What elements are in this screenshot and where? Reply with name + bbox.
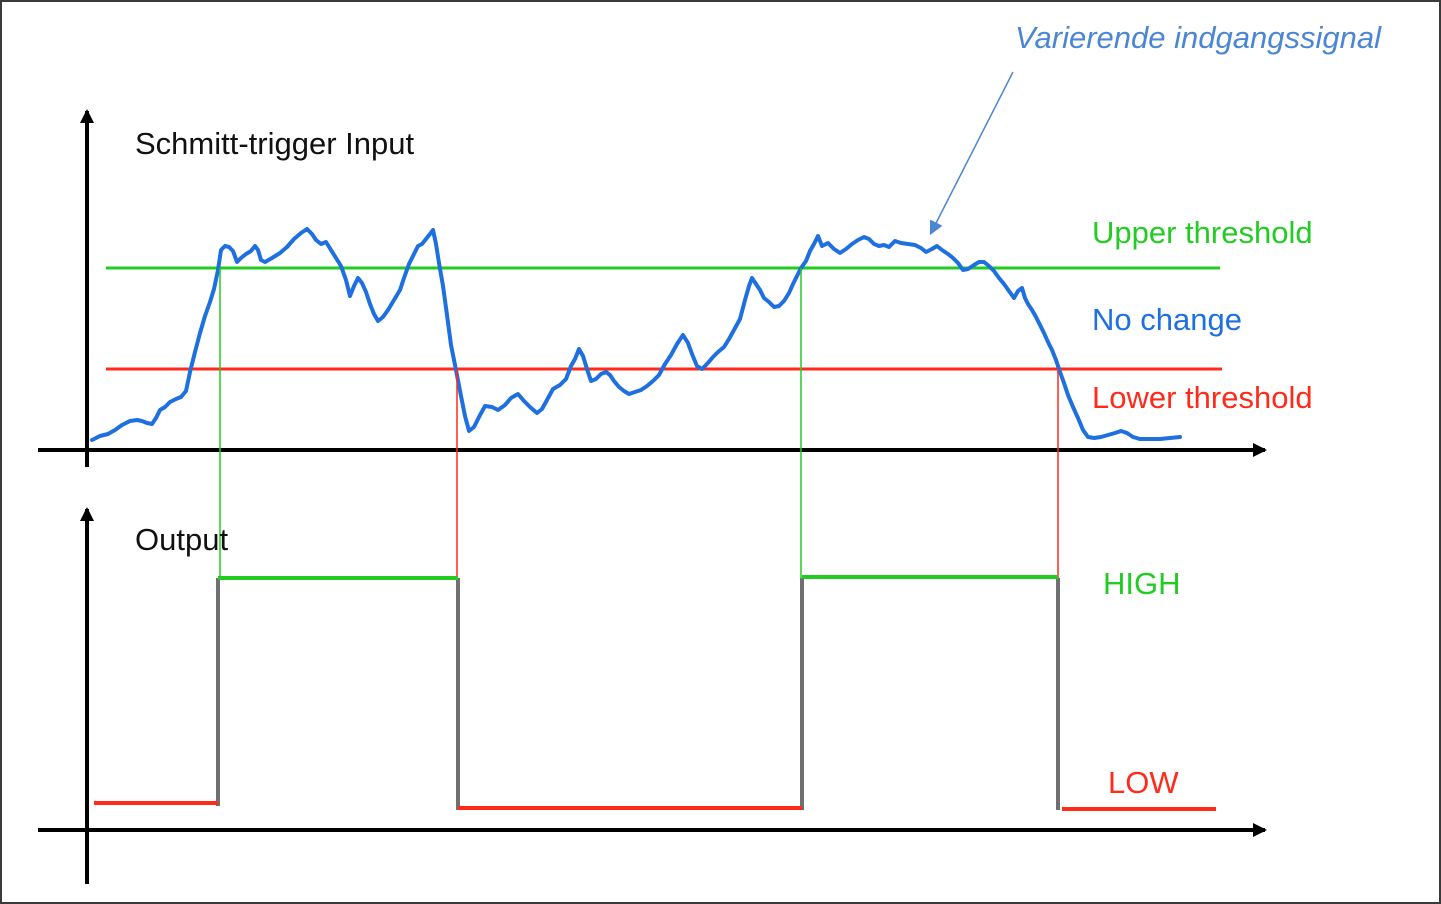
output-title: Output <box>135 522 228 557</box>
high-label: HIGH <box>1103 566 1181 601</box>
no-change-label: No change <box>1092 302 1242 337</box>
lower-threshold-label: Lower threshold <box>1092 380 1313 415</box>
input-title: Schmitt-trigger Input <box>135 126 414 161</box>
output-panel: Output HIGH LOW <box>38 507 1267 884</box>
upper-threshold-label: Upper threshold <box>1092 215 1313 250</box>
low-label: LOW <box>1108 765 1179 800</box>
callout-label: Varierende indgangssignal <box>1015 20 1382 55</box>
input-signal-curve <box>90 227 1182 442</box>
callout-arrow <box>929 71 1014 236</box>
input-panel: Schmitt-trigger Input Upper threshold No… <box>38 109 1313 467</box>
